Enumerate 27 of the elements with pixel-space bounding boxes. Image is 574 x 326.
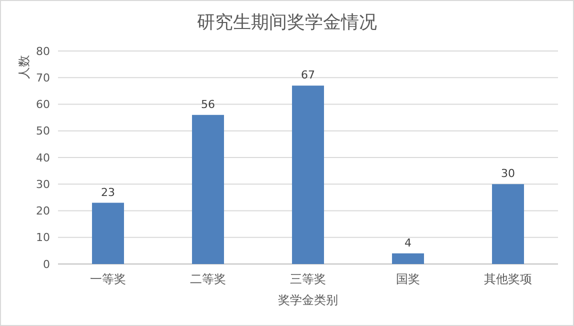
y-tick-label: 70 bbox=[36, 71, 50, 84]
y-tick-label: 0 bbox=[43, 258, 50, 271]
y-tick-label: 60 bbox=[36, 98, 50, 112]
x-tick-label: 三等奖 bbox=[290, 272, 326, 286]
data-label: 23 bbox=[101, 186, 115, 199]
y-tick-label: 50 bbox=[36, 124, 50, 138]
y-tick-label: 30 bbox=[36, 178, 50, 191]
x-tick-label: 国奖 bbox=[396, 272, 420, 286]
x-tick-label: 其他奖项 bbox=[484, 272, 532, 286]
y-tick-label: 20 bbox=[36, 204, 50, 218]
y-axis-title: 人数 bbox=[17, 55, 31, 79]
data-label: 56 bbox=[201, 98, 215, 111]
bar bbox=[392, 253, 424, 264]
bar bbox=[492, 184, 524, 264]
y-tick-label: 80 bbox=[36, 44, 50, 58]
x-axis-title: 奖学金类别 bbox=[278, 293, 338, 307]
y-tick-label: 10 bbox=[36, 231, 50, 244]
data-label: 4 bbox=[404, 236, 412, 250]
data-label: 30 bbox=[501, 167, 515, 180]
x-tick-label: 一等奖 bbox=[90, 272, 126, 286]
x-tick-label: 二等奖 bbox=[190, 272, 226, 286]
data-label: 67 bbox=[301, 68, 315, 82]
bar bbox=[92, 202, 124, 264]
y-tick-label: 40 bbox=[36, 151, 50, 164]
bar bbox=[292, 86, 324, 264]
bar bbox=[192, 114, 224, 264]
chart-title: 研究生期间奖学金情况 bbox=[197, 12, 377, 33]
